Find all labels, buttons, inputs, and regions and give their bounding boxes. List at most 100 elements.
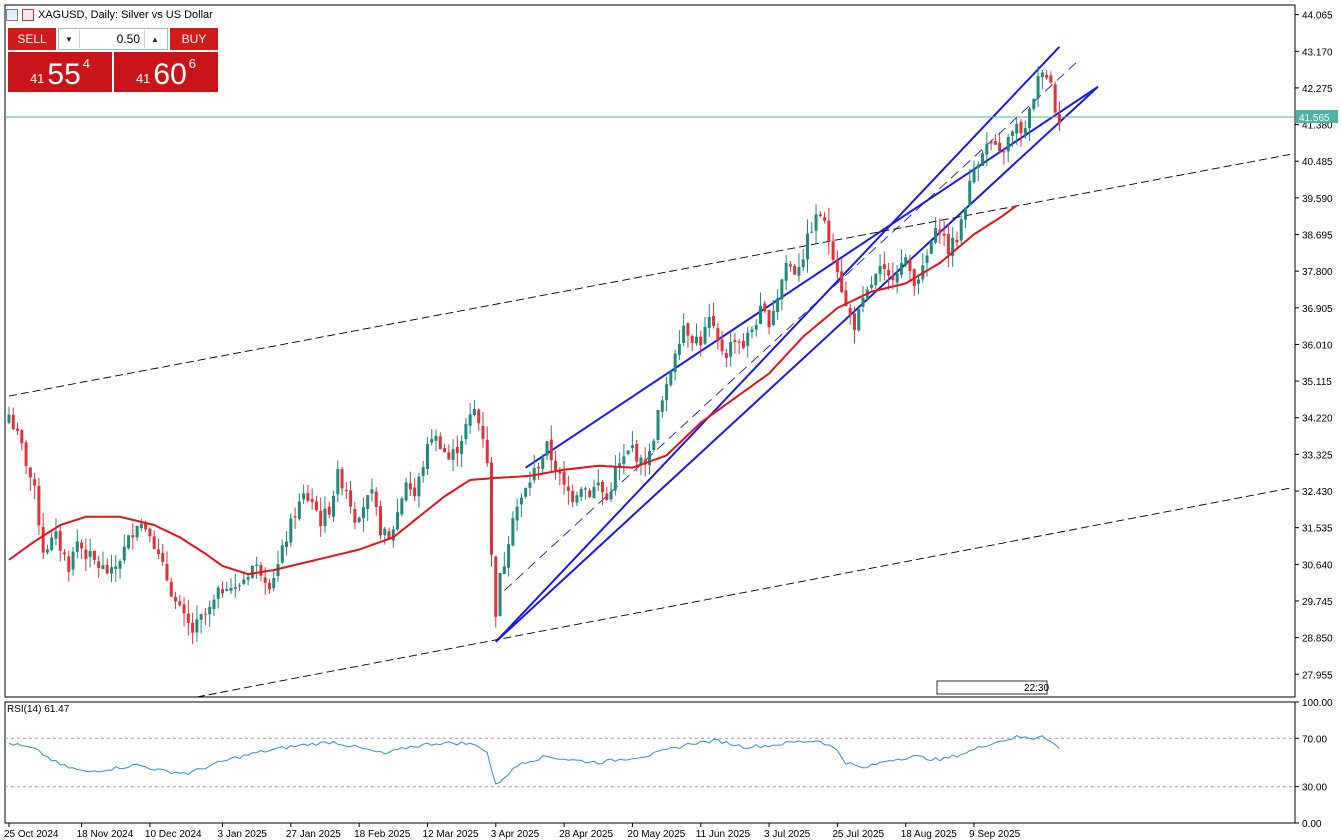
- candle-body: [92, 550, 96, 560]
- candle-body: [413, 487, 417, 497]
- candle-body: [327, 506, 331, 515]
- candle-body: [391, 529, 395, 541]
- candle-body: [823, 217, 827, 221]
- dashed-trend-line: [504, 61, 1077, 591]
- candle-body: [677, 343, 681, 355]
- trend-line-layer: [8, 46, 1291, 697]
- candle-body: [344, 489, 348, 491]
- candle-body: [976, 164, 980, 168]
- candle-body: [951, 237, 955, 257]
- candle-body: [114, 566, 118, 569]
- buy-quote[interactable]: 41 60 6: [114, 52, 218, 92]
- candle-body: [20, 430, 24, 444]
- candle-body: [383, 528, 387, 535]
- candle-body: [246, 576, 250, 580]
- candle-body: [882, 264, 886, 270]
- candle-body: [455, 446, 459, 454]
- candle-body: [425, 444, 429, 470]
- time-tick-label: 25 Oct 2024: [4, 829, 59, 840]
- candle-body: [515, 506, 519, 521]
- candle-body: [165, 563, 169, 581]
- candle-body: [400, 498, 404, 515]
- candle-body: [759, 305, 763, 324]
- candle-body: [353, 509, 357, 523]
- candle-body: [430, 438, 434, 443]
- candle-body: [1036, 76, 1040, 99]
- candle-body: [156, 549, 160, 555]
- candle-body: [545, 441, 549, 456]
- candle-body: [929, 241, 933, 254]
- candle-body: [370, 489, 374, 494]
- candle-body: [374, 491, 378, 507]
- rsi-panel: 100.00 70.00 30.00 0.00: [4, 698, 1333, 830]
- candle-body: [109, 567, 113, 574]
- candle-body: [609, 491, 613, 500]
- price-tick-label: 38.695: [1302, 231, 1333, 242]
- candle-body: [24, 442, 28, 467]
- candle-body: [97, 561, 101, 569]
- candle-body: [169, 581, 173, 597]
- buy-button[interactable]: BUY: [170, 28, 218, 50]
- candle-body: [660, 400, 664, 412]
- candle-body: [519, 497, 523, 505]
- candle-body: [1019, 121, 1023, 134]
- time-tick-label: 27 Jan 2025: [286, 829, 341, 840]
- candle-body: [554, 460, 558, 472]
- candle-body: [887, 270, 891, 276]
- candle-body: [733, 340, 737, 342]
- lot-size-input[interactable]: [79, 30, 145, 48]
- candle-body: [720, 339, 724, 352]
- candle-body: [152, 536, 156, 550]
- candle-body: [16, 428, 20, 431]
- candle-body: [438, 436, 442, 450]
- chevron-up-icon[interactable]: ▲: [151, 34, 159, 44]
- candle-body: [1049, 75, 1053, 83]
- candle-body: [908, 259, 912, 272]
- candle-body: [566, 486, 570, 491]
- sell-button[interactable]: SELL: [8, 28, 56, 50]
- candle-body: [41, 527, 45, 553]
- candle-body: [810, 231, 814, 233]
- candle-body: [118, 561, 122, 569]
- candle-body: [601, 481, 605, 493]
- candle-body: [7, 414, 11, 423]
- candle-body: [626, 450, 630, 454]
- candle-body: [793, 265, 797, 275]
- price-tick-label: 36.905: [1302, 304, 1333, 315]
- trend-lines: [5, 46, 1295, 697]
- time-overlay-label: 22:30: [1024, 683, 1049, 694]
- candle-body: [536, 467, 540, 469]
- candle-body: [528, 482, 532, 488]
- candle-body: [596, 482, 600, 486]
- candle-body: [1040, 72, 1044, 78]
- candle-body: [575, 495, 579, 503]
- candle-body: [613, 467, 617, 491]
- candle-body: [788, 264, 792, 267]
- sell-quote[interactable]: 41 55 4: [8, 52, 112, 92]
- candle-body: [225, 589, 229, 591]
- symbol-icon[interactable]: [22, 9, 34, 21]
- candle-body: [485, 439, 489, 464]
- time-tick-label: 28 Apr 2025: [559, 829, 613, 840]
- candle-body: [302, 493, 306, 500]
- candle-body: [955, 239, 959, 243]
- candle-body: [267, 582, 271, 590]
- candle-body: [981, 153, 985, 166]
- candle-body: [468, 414, 472, 426]
- buy-quote-prefix: 41: [135, 71, 151, 86]
- candle-body: [814, 214, 818, 231]
- candle-body: [1023, 128, 1027, 134]
- candle-body: [498, 572, 502, 617]
- candle-body: [144, 522, 148, 530]
- chevron-down-icon[interactable]: ▼: [65, 34, 73, 44]
- candle-body: [1006, 137, 1010, 152]
- candle-body: [50, 537, 54, 551]
- candle-body: [669, 371, 673, 386]
- price-plot-frame: [4, 4, 1296, 698]
- candle-body: [630, 445, 634, 449]
- price-tick-label: 42.275: [1302, 84, 1333, 95]
- candle-body: [767, 309, 771, 328]
- chart-window-icon[interactable]: [6, 9, 18, 21]
- candle-body: [263, 577, 267, 583]
